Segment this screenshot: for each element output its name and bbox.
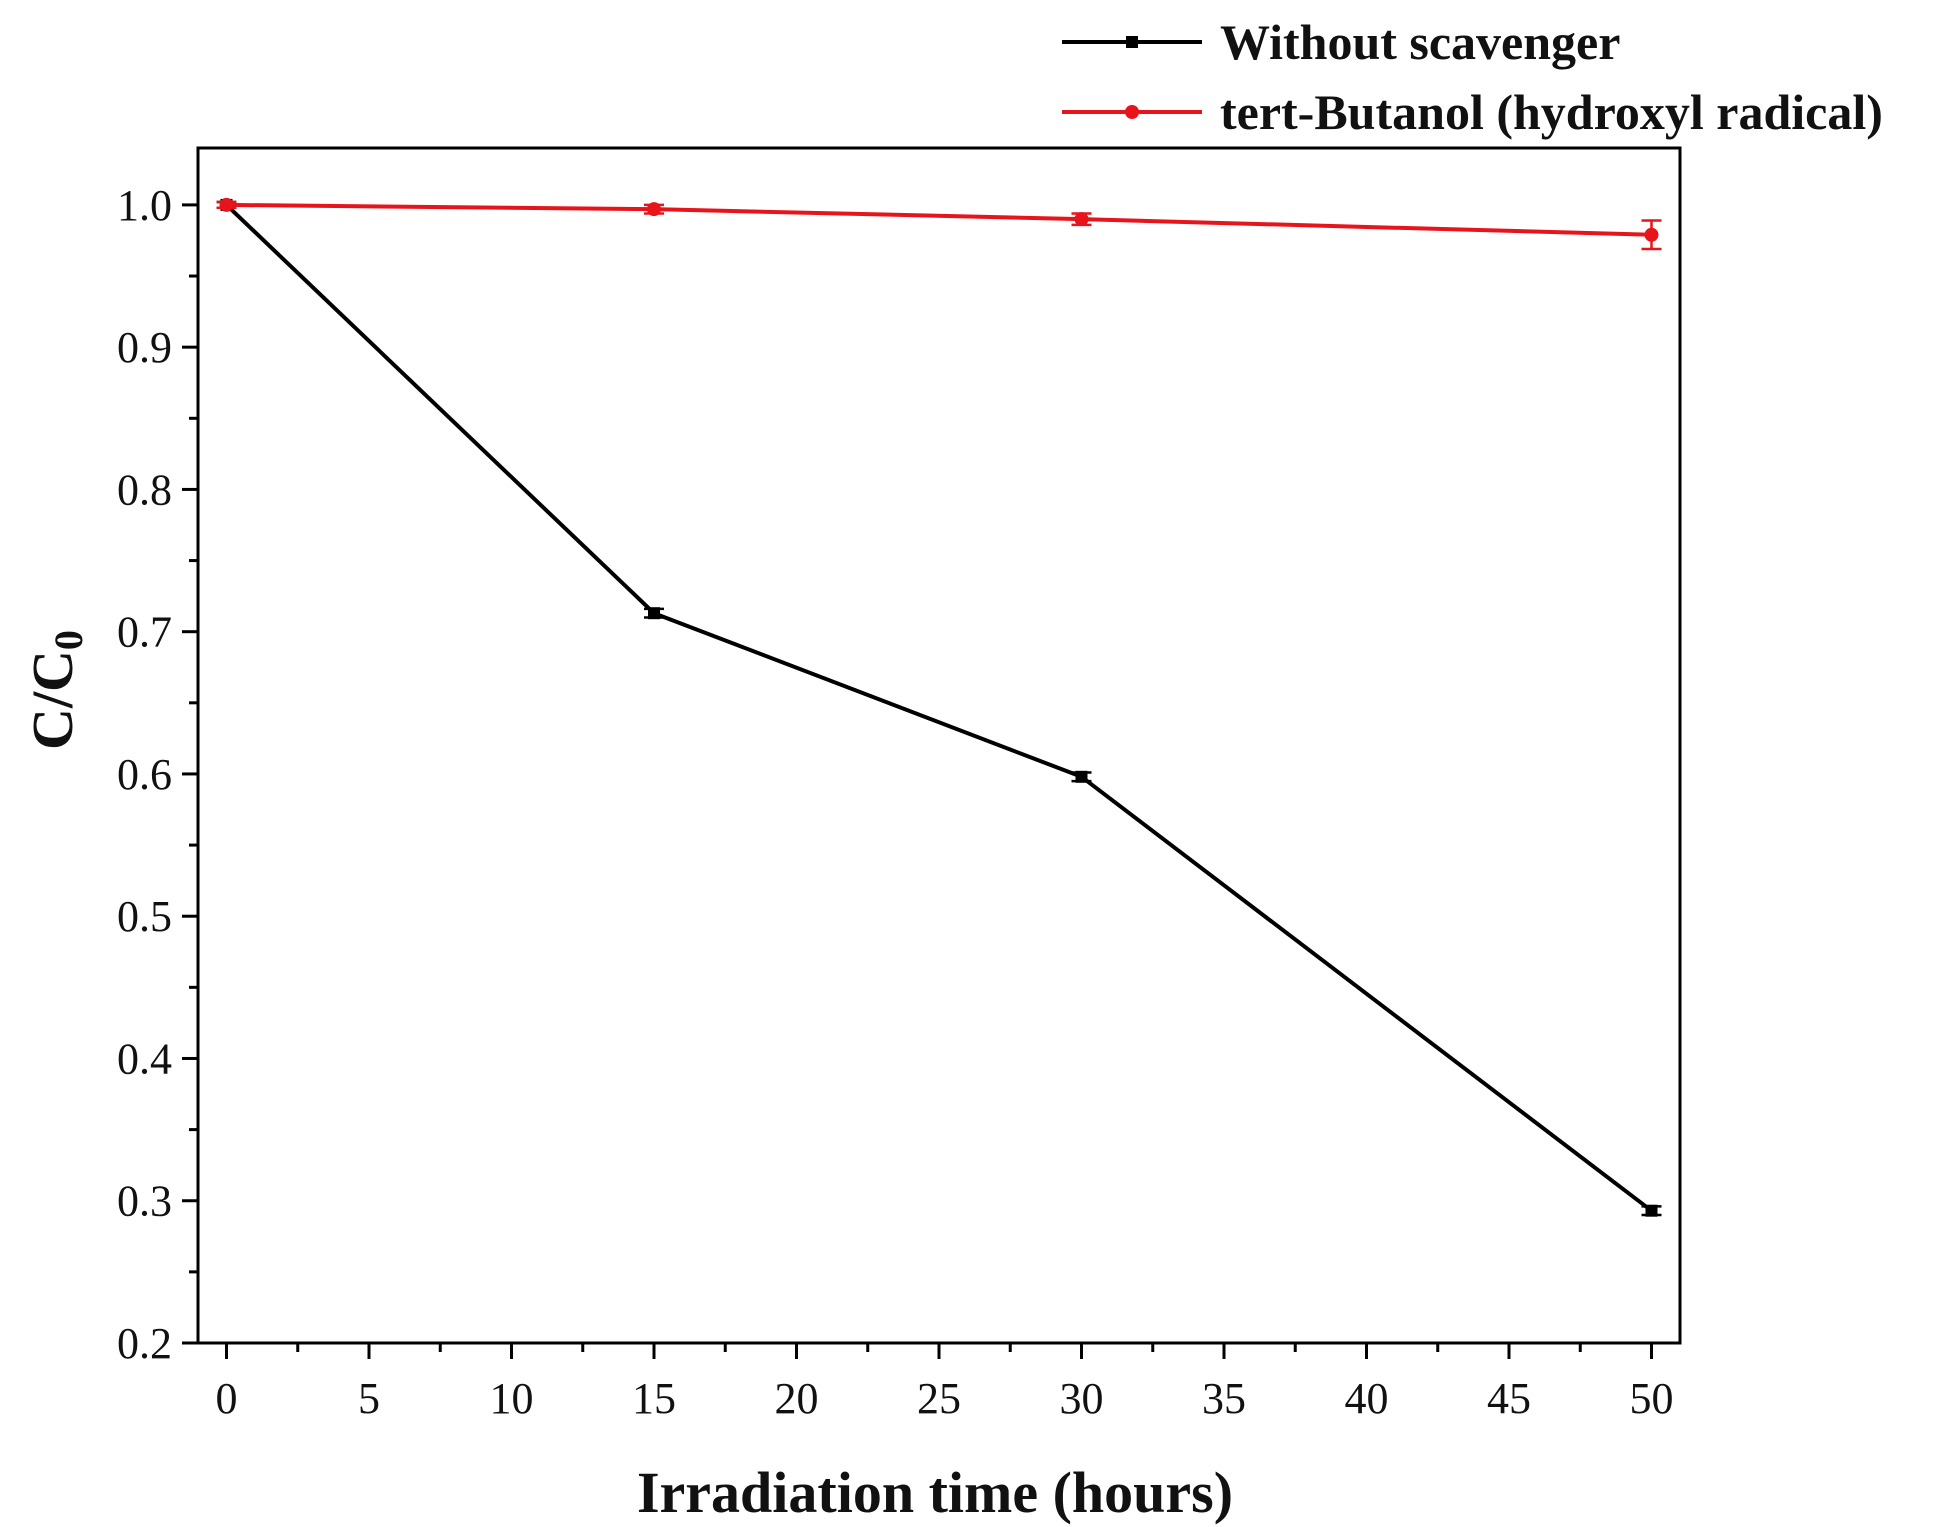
y-tick-label: 0.5: [117, 892, 172, 941]
x-tick-label: 15: [632, 1374, 676, 1423]
x-tick-label: 50: [1630, 1374, 1674, 1423]
x-tick-label: 5: [358, 1374, 380, 1423]
series-line: [225, 203, 1653, 1213]
y-tick-label: 0.3: [117, 1177, 172, 1226]
x-tick-label: 10: [490, 1374, 534, 1423]
y-tick-label: 0.6: [117, 750, 172, 799]
data-point: [647, 202, 661, 217]
plot-area-frame: [196, 146, 1682, 1345]
legend: Without scavenger tert-Butanol (hydroxyl …: [1062, 14, 1883, 140]
legend-item-1: Without scavenger: [1062, 14, 1620, 70]
y-axis-title-subscript: 0: [46, 630, 91, 650]
x-tick-label: 0: [216, 1374, 238, 1423]
x-tick-label: 30: [1060, 1374, 1104, 1423]
y-tick-label: 0.4: [117, 1034, 172, 1083]
x-tick-label: 25: [917, 1374, 961, 1423]
data-point: [1074, 212, 1089, 227]
y-tick-label: 0.9: [117, 323, 172, 372]
y-tick-label: 1.0: [117, 181, 172, 230]
plot-frame-layer: [196, 146, 1682, 1345]
y-axis-title: C/C0: [20, 630, 91, 750]
series-layer: [216, 197, 1662, 1217]
legend-marker: [1126, 36, 1138, 48]
legend-item-2: tert-Butanol (hydroxyl radical): [1062, 84, 1883, 140]
x-tick-label: 35: [1202, 1374, 1246, 1423]
legend-label: Without scavenger: [1220, 14, 1620, 70]
x-tick-label: 20: [775, 1374, 819, 1423]
data-point: [219, 197, 234, 212]
series-line: [226, 202, 1652, 237]
data-point: [1075, 770, 1088, 783]
legend-marker: [1125, 105, 1139, 119]
x-tick-label: 45: [1487, 1374, 1531, 1423]
x-tick-label: 40: [1345, 1374, 1389, 1423]
x-axis-title: Irradiation time (hours): [637, 1460, 1233, 1525]
y-tick-label: 0.8: [117, 465, 172, 514]
ticks-layer: 0 5 10 15 20 25 30 35 40 45 50 0.2 0.3 0.4 0.5 0.6 0.7 0.…: [117, 181, 1674, 1423]
legend-label: tert-Butanol (hydroxyl radical): [1220, 84, 1883, 140]
data-point: [1644, 227, 1659, 242]
y-tick-label: 0.7: [117, 608, 172, 657]
series-2: [216, 197, 1662, 251]
data-point: [1645, 1204, 1658, 1217]
series-1: [216, 198, 1662, 1217]
y-tick-label: 0.2: [117, 1319, 172, 1368]
data-point: [648, 607, 660, 620]
y-axis-title-main: C/C: [20, 650, 85, 750]
